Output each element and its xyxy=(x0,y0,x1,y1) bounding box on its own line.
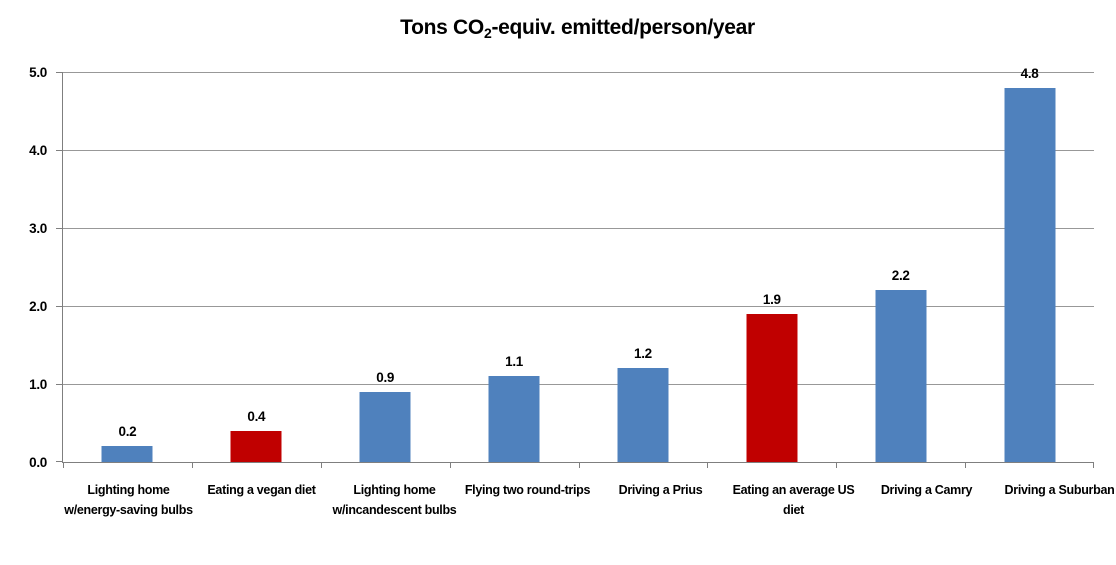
y-tick-label: 1.0 xyxy=(29,377,47,392)
bar-red xyxy=(230,430,282,462)
bar-red xyxy=(746,313,798,462)
x-axis-tickmark xyxy=(449,463,451,468)
x-axis-tickmark xyxy=(707,463,709,468)
x-axis-tickmark xyxy=(1093,463,1094,468)
bar-value-label: 1.9 xyxy=(762,291,781,307)
y-axis-tickmark xyxy=(56,461,63,462)
x-axis-tickmark xyxy=(836,463,838,468)
chart-title-suffix: -equiv. emitted/person/year xyxy=(491,16,755,39)
x-axis-tickmark xyxy=(578,463,580,468)
bar-value-label: 1.1 xyxy=(505,354,523,370)
y-tick-label: 5.0 xyxy=(29,65,47,80)
bar-value-label: 0.2 xyxy=(118,424,137,440)
category-label-cell: Driving a Prius xyxy=(594,480,727,521)
bar-value-label: 0.4 xyxy=(247,408,266,424)
bar-blue xyxy=(488,376,540,462)
bar-blue xyxy=(359,391,411,462)
gridline xyxy=(63,228,1094,229)
y-tick-label: 3.0 xyxy=(29,221,47,236)
x-axis-tickmark xyxy=(63,463,64,468)
chart-title-prefix: Tons CO xyxy=(400,16,484,39)
bar-value-label: 2.2 xyxy=(891,268,910,284)
category-label-cell: Eating a vegan diet xyxy=(195,480,328,521)
category-label: Lighting home w/energy-saving bulbs xyxy=(64,483,193,518)
bar-slot: 0.4 xyxy=(192,72,321,462)
bar-slot: 0.9 xyxy=(321,72,450,462)
y-tick-label: 4.0 xyxy=(29,143,47,158)
bar-blue xyxy=(875,290,927,462)
x-axis-tickmark xyxy=(965,463,967,468)
bar-blue xyxy=(617,368,669,462)
category-label-cell: Driving a Camry xyxy=(860,480,993,521)
y-axis-labels: 0.0 1.0 2.0 3.0 4.0 5.0 xyxy=(0,65,55,470)
bar-slot: 1.1 xyxy=(450,72,579,462)
y-axis-tickmark xyxy=(56,384,63,385)
bar-value-label: 1.2 xyxy=(634,346,652,362)
y-tick-label: 2.0 xyxy=(29,299,47,314)
category-label-cell: Lighting home w/energy-saving bulbs xyxy=(62,480,195,521)
y-axis-tickmark xyxy=(56,72,63,73)
chart-title-subscript: 2 xyxy=(483,25,492,41)
category-label-cell: Flying two round-trips xyxy=(461,480,594,521)
bar-series: 0.2 0.4 0.9 1.1 1.2 1.9 2.2 4.8 xyxy=(63,66,1094,462)
category-label: Driving a Prius xyxy=(618,483,703,497)
gridline xyxy=(63,72,1094,73)
y-axis-tickmark xyxy=(56,306,63,307)
category-label-cell: Driving a Suburban xyxy=(993,480,1116,521)
x-axis-labels: Lighting home w/energy-saving bulbs Eatin… xyxy=(62,480,1114,521)
bar-slot: 2.2 xyxy=(836,72,965,462)
bar-value-label: 4.8 xyxy=(1020,65,1039,81)
gridline xyxy=(63,306,1094,307)
bar-slot: 4.8 xyxy=(965,66,1094,462)
category-label: Eating a vegan diet xyxy=(207,483,316,497)
category-label: Eating an average US diet xyxy=(732,483,855,518)
bar-value-label: 0.9 xyxy=(376,369,395,385)
y-tick-label: 0.0 xyxy=(29,455,47,470)
bar-slot: 1.9 xyxy=(707,72,836,462)
category-label: Lighting home w/incandescent bulbs xyxy=(332,483,457,518)
y-axis-tickmark xyxy=(56,228,63,229)
category-label: Driving a Camry xyxy=(880,483,973,497)
bar-slot: 0.2 xyxy=(63,72,192,462)
x-axis-tickmark xyxy=(191,463,193,468)
x-axis-tickmark xyxy=(320,463,322,468)
plot-area: 0.2 0.4 0.9 1.1 1.2 1.9 2.2 4.8 xyxy=(56,66,1094,468)
bar-slot: 1.2 xyxy=(579,72,708,462)
category-label-cell: Eating an average US diet xyxy=(727,480,860,521)
category-label: Flying two round-trips xyxy=(464,483,591,497)
bar-blue xyxy=(1004,87,1056,462)
y-axis-tickmark xyxy=(56,150,63,151)
category-label: Driving a Suburban xyxy=(1004,483,1115,497)
category-label-cell: Lighting home w/incandescent bulbs xyxy=(328,480,461,521)
gridline xyxy=(63,150,1094,151)
gridline xyxy=(63,384,1094,385)
bar-blue xyxy=(101,446,153,462)
chart-title: Tons CO2-equiv. emitted/person/year xyxy=(62,16,1093,41)
